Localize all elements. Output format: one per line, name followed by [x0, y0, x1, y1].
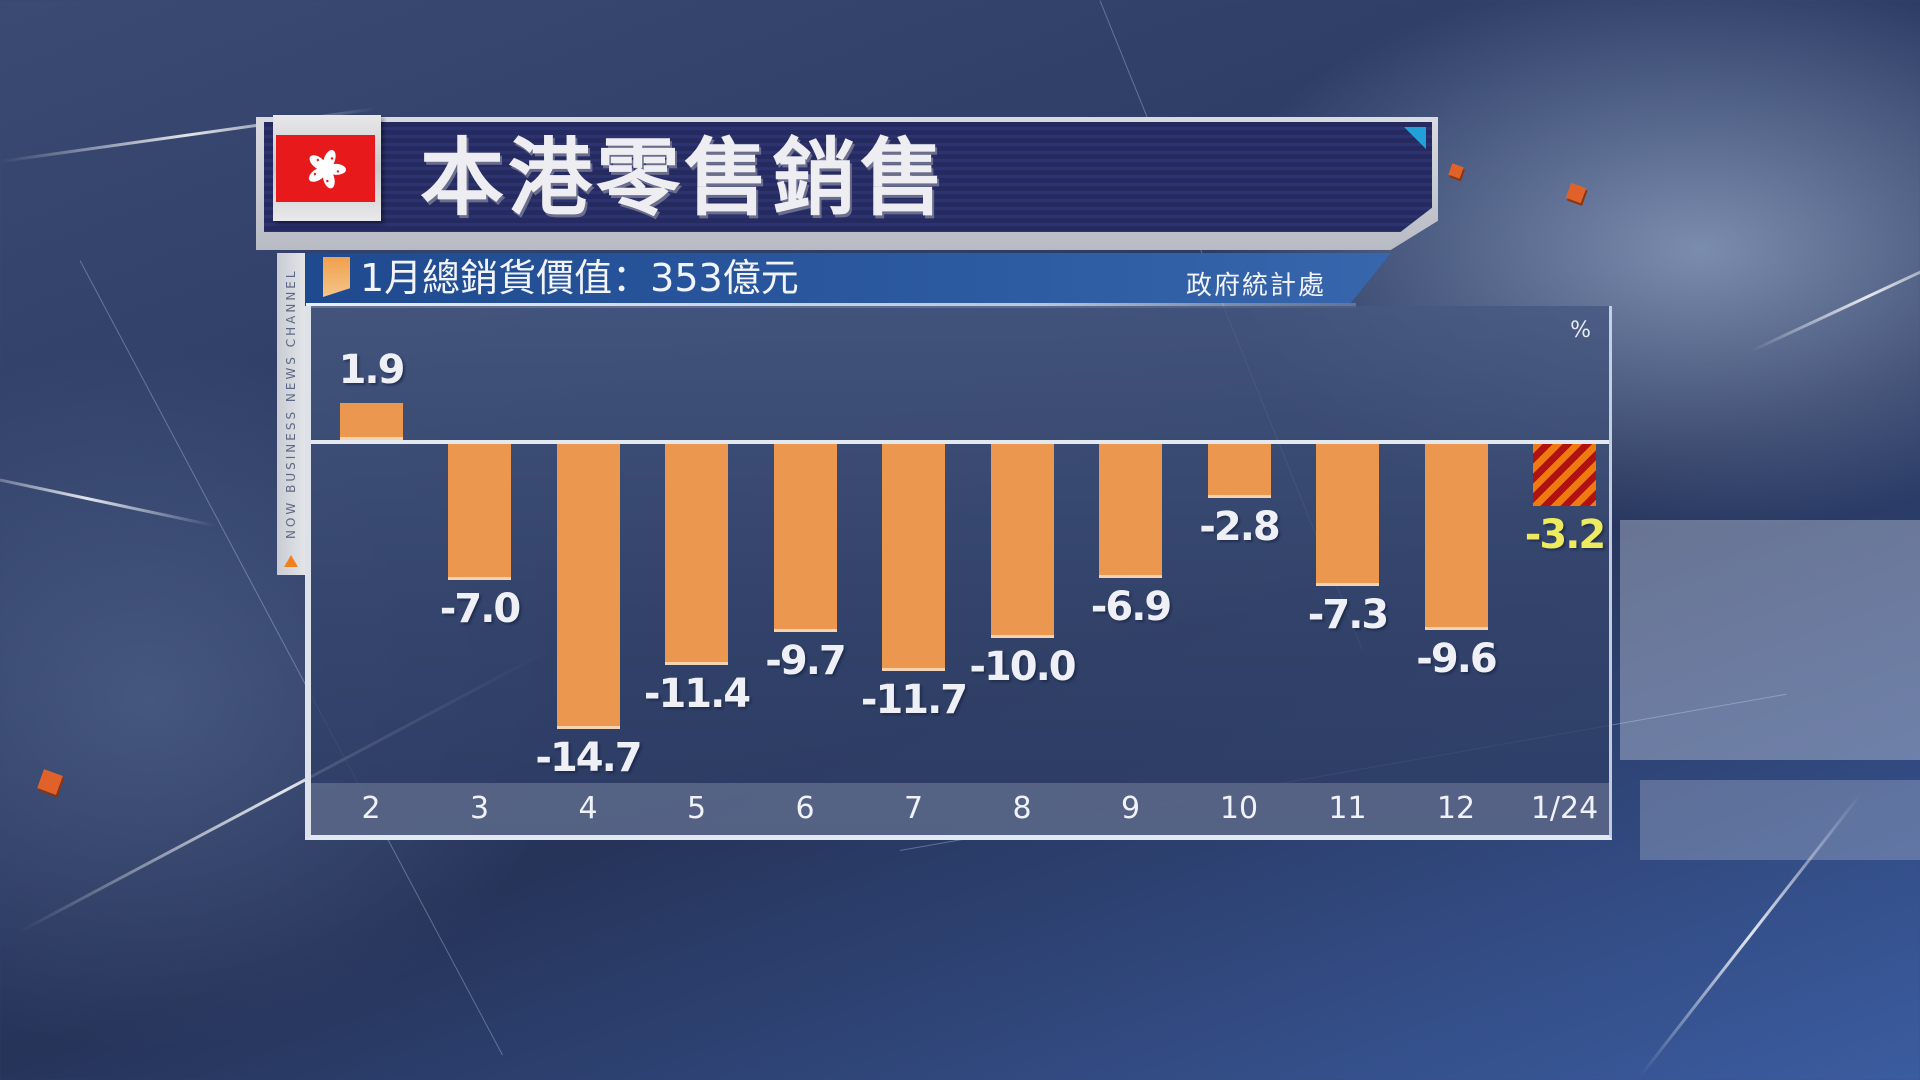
- x-tick-label: 2: [361, 791, 381, 826]
- flag-field: [276, 135, 375, 202]
- subtitle-bar: [306, 253, 1391, 303]
- value-label: -3.2: [1524, 512, 1606, 559]
- bar-2: [339, 403, 403, 440]
- bar-chart: % 1.9 -7.0 -14.7 -11.4 -9.7 -11.7 -10.0 -6.9 -2.…: [305, 306, 1612, 840]
- source-label: 政府統計處: [1186, 271, 1327, 301]
- bar-7: [882, 444, 945, 671]
- unit-label: %: [1570, 318, 1591, 343]
- bar-5: [665, 444, 728, 666]
- page-title: 本港零售銷售: [420, 129, 949, 227]
- light-streak: [1749, 240, 1920, 353]
- x-tick-label: 1/24: [1530, 791, 1599, 826]
- bar-8: [990, 444, 1054, 638]
- bar-11: [1316, 444, 1379, 586]
- zero-axis-line: [311, 440, 1609, 444]
- hong-kong-flag: [273, 115, 381, 221]
- x-tick-label: 12: [1436, 791, 1476, 826]
- background-slab: [1640, 780, 1920, 860]
- bar-12: [1424, 444, 1488, 631]
- value-label: -2.8: [1199, 504, 1280, 551]
- subtitle-underline: [306, 303, 1356, 308]
- title-bar: [256, 117, 1438, 250]
- value-label: 1.9: [338, 347, 406, 394]
- value-label: -11.7: [860, 676, 968, 723]
- x-tick-label: 3: [469, 791, 490, 826]
- background-slab: [1620, 520, 1920, 760]
- x-tick-label: 8: [1012, 791, 1032, 826]
- bar-3: [448, 444, 511, 580]
- x-tick-label: 5: [686, 791, 707, 826]
- bar-1-24: [1533, 444, 1596, 507]
- x-tick-label: 7: [903, 791, 924, 826]
- bar-10: [1207, 444, 1271, 499]
- x-tick-label: 10: [1219, 791, 1259, 826]
- value-label: -9.6: [1416, 636, 1497, 683]
- value-label: -7.0: [439, 585, 521, 632]
- title-bar-inner: [264, 122, 1432, 232]
- x-tick-label: 9: [1120, 791, 1141, 826]
- bar-4: [556, 444, 620, 730]
- value-label: -10.0: [969, 644, 1076, 690]
- bar-6: [773, 444, 837, 633]
- bar-9: [1099, 444, 1162, 578]
- value-label: -14.7: [535, 735, 642, 782]
- x-tick-label: 4: [578, 791, 598, 826]
- value-label: -11.4: [643, 671, 751, 718]
- light-streak: [0, 470, 215, 528]
- x-axis: 2 3 4 5 6 7 8 9 10 11 12 1/24: [311, 783, 1609, 835]
- orange-cube: [1448, 163, 1464, 179]
- bauhinia-icon: [308, 149, 346, 188]
- channel-name: NOW BUSINESS NEWS CHANNEL: [284, 268, 298, 539]
- value-label: -6.9: [1090, 583, 1172, 630]
- subtitle-text: 1月總銷貨價值：353億元: [360, 256, 799, 300]
- triangle-icon: [284, 555, 298, 567]
- value-label: -7.3: [1307, 591, 1389, 638]
- orange-cube: [37, 769, 63, 795]
- channel-strip: NOW BUSINESS NEWS CHANNEL: [277, 253, 305, 575]
- corner-accent-icon: [1404, 127, 1426, 149]
- x-tick-label: 6: [795, 791, 815, 826]
- x-tick-label: 11: [1328, 791, 1367, 826]
- orange-cube: [1565, 182, 1587, 204]
- value-label: -9.7: [765, 638, 846, 685]
